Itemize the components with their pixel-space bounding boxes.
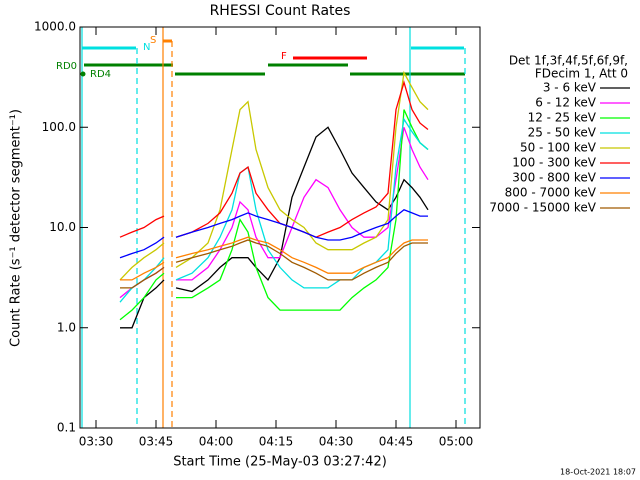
legend-label: 300 - 800 keV	[512, 171, 596, 185]
flag-label: N	[143, 42, 150, 53]
series-line	[119, 109, 429, 321]
legend-label: 3 - 6 keV	[543, 81, 597, 95]
flag-label: F	[281, 51, 287, 62]
legend-label: 12 - 25 keV	[528, 111, 597, 125]
flag-label: RD4	[90, 69, 111, 80]
series-line	[119, 209, 428, 259]
x-tick-label: 04:00	[199, 435, 234, 449]
timestamp: 18-Oct-2021 18:07	[560, 468, 636, 477]
y-tick-label: 1.0	[57, 320, 76, 334]
legend-title: FDecim 1, Att 0	[535, 67, 628, 81]
series-line	[120, 239, 428, 289]
chart-title: RHESSI Count Rates	[210, 3, 351, 19]
legend-label: 7000 - 15000 keV	[489, 201, 596, 215]
y-tick-label: 100.0	[42, 120, 76, 134]
y-axis-label: Count Rate (s⁻¹ detector segment⁻¹)	[9, 109, 24, 347]
legend-label: 25 - 50 keV	[528, 126, 597, 140]
flag-lines	[81, 27, 466, 428]
flag-dot	[80, 71, 86, 77]
x-tick-label: 05:00	[439, 435, 474, 449]
legend-label: 50 - 100 keV	[520, 141, 597, 155]
flag-label: RD0	[56, 61, 77, 72]
x-tick-label: 04:15	[259, 435, 294, 449]
x-tick-label: 03:30	[79, 435, 114, 449]
y-tick-label: 0.1	[57, 421, 76, 435]
legend-title: Det 1f,3f,4f,5f,6f,9f,	[509, 54, 628, 68]
flag-decorations	[82, 39, 465, 76]
legend-label: 100 - 300 keV	[512, 156, 596, 170]
legend-label: 6 - 12 keV	[535, 96, 597, 110]
series-line	[120, 236, 428, 281]
flag-label: S	[150, 35, 156, 46]
x-tick-label: 03:45	[139, 435, 174, 449]
legend-label: 800 - 7000 keV	[505, 186, 597, 200]
y-tick-label: 10.0	[49, 220, 76, 234]
y-tick-label: 1000.0	[34, 20, 76, 34]
x-tick-label: 04:30	[319, 435, 354, 449]
x-axis-label: Start Time (25-May-03 03:27:42)	[173, 455, 387, 470]
x-tick-label: 04:45	[379, 435, 414, 449]
